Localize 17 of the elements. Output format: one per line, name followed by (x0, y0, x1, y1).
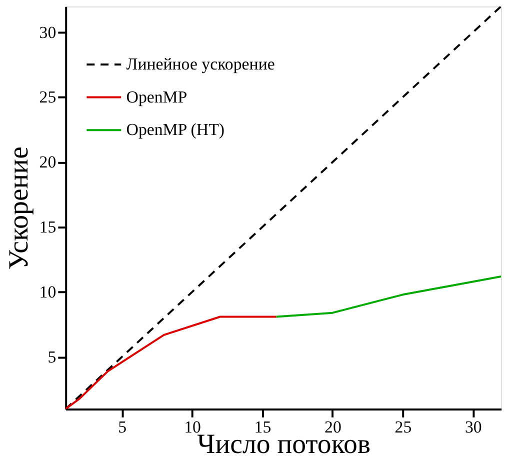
y-tick-label: 25 (39, 88, 56, 107)
y-tick-label: 15 (39, 218, 56, 237)
x-tick-label: 20 (324, 417, 342, 436)
x-tick-label: 25 (394, 417, 412, 436)
legend-label: OpenMP (126, 87, 188, 106)
y-tick-label: 20 (39, 152, 56, 172)
line-series (275, 275, 502, 318)
legend-label: Линейное ускорение (126, 54, 275, 74)
x-tick-label: 15 (254, 417, 272, 436)
legend-label: OpenMP (HT) (126, 120, 225, 140)
line-series (66, 316, 278, 409)
y-tick-label: 30 (39, 22, 56, 42)
x-tick-label: 30 (465, 417, 482, 436)
y-tick-label: 5 (48, 347, 56, 366)
y-axis-title: Ускорение (3, 146, 34, 270)
x-tick-label: 5 (118, 417, 127, 436)
y-tick-label: 10 (39, 282, 56, 302)
